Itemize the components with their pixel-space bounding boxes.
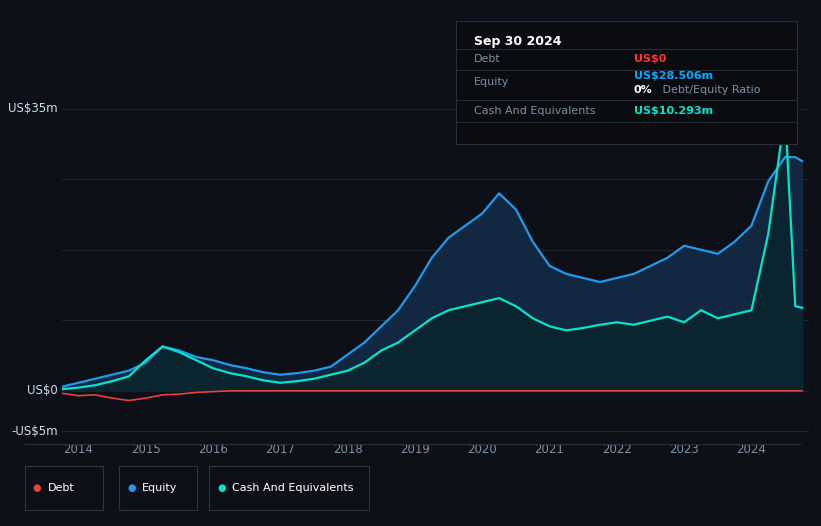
Text: Sep 30 2024: Sep 30 2024 [474, 35, 561, 48]
Text: 2017: 2017 [265, 443, 296, 456]
Text: US$28.506m: US$28.506m [634, 71, 713, 81]
Text: ●: ● [127, 482, 135, 493]
Text: 2018: 2018 [333, 443, 363, 456]
Text: US$0: US$0 [634, 55, 666, 65]
Text: US$0: US$0 [27, 385, 57, 397]
Text: 2019: 2019 [400, 443, 430, 456]
Text: 0%: 0% [634, 85, 653, 95]
Text: ●: ● [218, 482, 226, 493]
Text: 2024: 2024 [736, 443, 767, 456]
Text: 2016: 2016 [198, 443, 228, 456]
Text: 2021: 2021 [534, 443, 565, 456]
Text: US$10.293m: US$10.293m [634, 106, 713, 116]
Text: Equity: Equity [474, 77, 509, 87]
Text: Debt/Equity Ratio: Debt/Equity Ratio [659, 85, 761, 95]
Text: 2022: 2022 [602, 443, 632, 456]
Text: -US$5m: -US$5m [11, 424, 57, 438]
Text: Debt: Debt [474, 55, 500, 65]
Text: 2023: 2023 [669, 443, 699, 456]
Text: ●: ● [33, 482, 41, 493]
Text: 2014: 2014 [63, 443, 94, 456]
Text: Debt: Debt [48, 482, 75, 493]
Text: Cash And Equivalents: Cash And Equivalents [232, 482, 354, 493]
Text: 2020: 2020 [467, 443, 498, 456]
Text: Equity: Equity [142, 482, 177, 493]
Text: Cash And Equivalents: Cash And Equivalents [474, 106, 595, 116]
Text: US$35m: US$35m [8, 102, 57, 115]
Text: 2015: 2015 [131, 443, 161, 456]
